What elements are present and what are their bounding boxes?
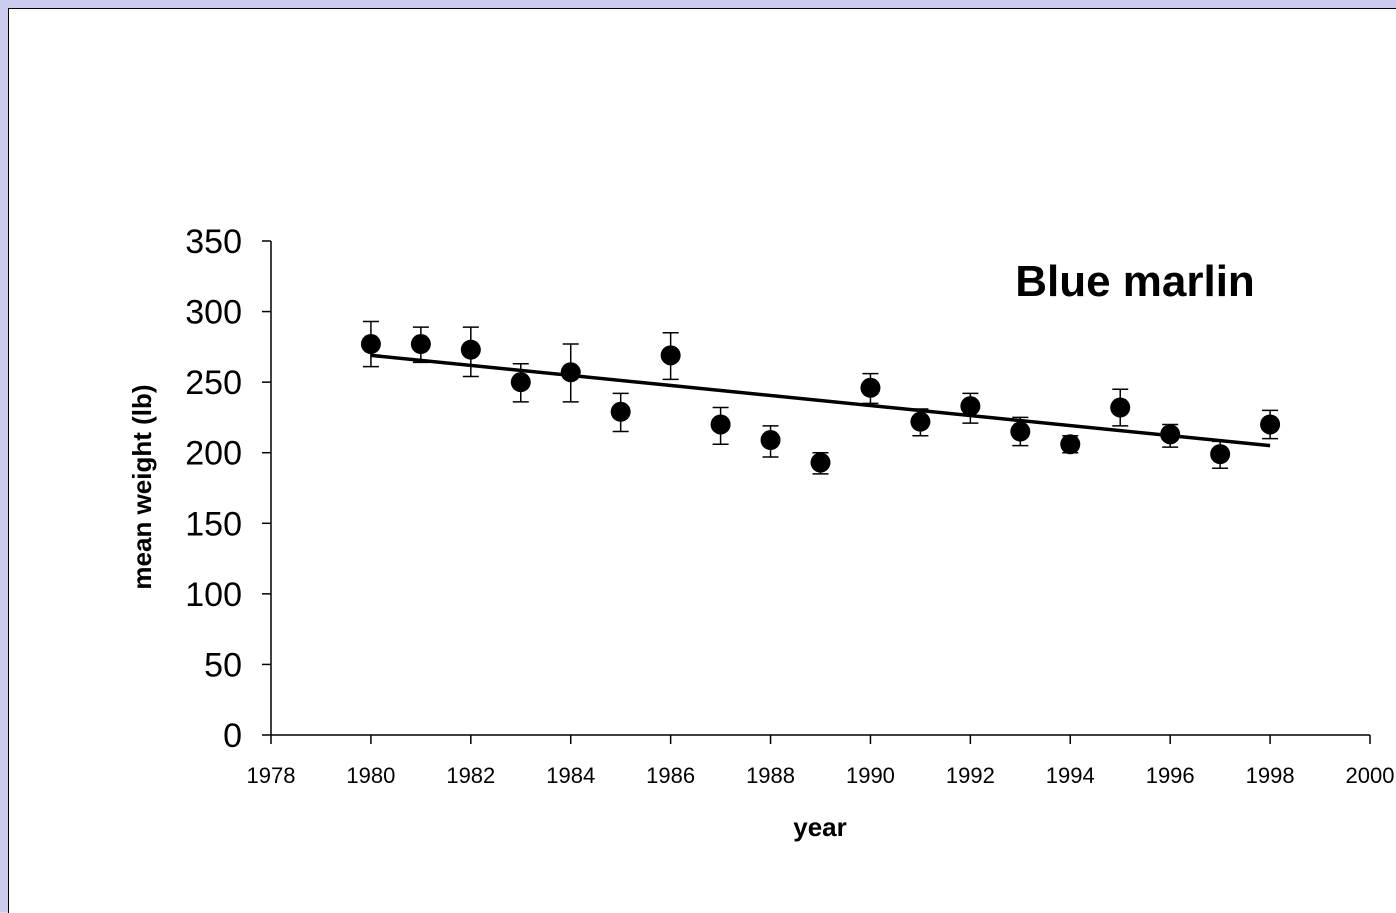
data-point: [810, 451, 831, 475]
data-point: [910, 408, 931, 437]
y-tick-label: 150: [185, 505, 242, 543]
x-tick-label: 1982: [446, 763, 495, 788]
data-point: [460, 326, 481, 378]
data-points: [360, 320, 1281, 475]
point-marker: [1060, 434, 1081, 455]
data-point: [660, 331, 681, 381]
x-tick-label: 1990: [846, 763, 895, 788]
data-point: [1110, 388, 1131, 427]
x-ticks: 1978 1980 1982 1984 1986 1988 1990 1992 1994 1996…: [247, 735, 1395, 788]
point-marker: [960, 396, 981, 417]
trendline: [370, 353, 1271, 448]
point-marker: [710, 414, 731, 435]
x-tick-label: 1986: [646, 763, 695, 788]
data-point: [1060, 434, 1081, 455]
x-tick-label: 1998: [1246, 763, 1295, 788]
data-point: [1210, 440, 1231, 469]
chart-panel: [8, 8, 1396, 913]
x-axis-label: year: [793, 812, 847, 842]
y-tick-label: 350: [185, 223, 242, 261]
point-marker: [1160, 424, 1181, 445]
y-axis-label: mean weight (lb): [127, 384, 157, 589]
x-tick-label: 1988: [746, 763, 795, 788]
data-point: [560, 343, 581, 403]
point-marker: [760, 430, 781, 451]
point-marker: [1010, 421, 1031, 442]
point-marker: [610, 401, 631, 422]
point-marker: [560, 362, 581, 383]
point-marker: [1260, 414, 1281, 435]
y-tick-label: 300: [185, 294, 242, 332]
trendline-group: [370, 353, 1271, 448]
y-tick-label: 200: [185, 435, 242, 473]
point-marker: [1210, 444, 1231, 465]
x-tick-label: 1978: [247, 763, 296, 788]
y-ticks: 0 50 100 150 200 250 300 350: [185, 223, 271, 755]
point-marker: [460, 339, 481, 360]
data-point: [860, 372, 881, 405]
data-point: [960, 392, 981, 424]
data-point: [710, 406, 731, 445]
x-tick-label: 2000: [1346, 763, 1395, 788]
chart-title: Blue marlin: [1015, 257, 1255, 306]
y-tick-label: 50: [204, 646, 242, 684]
y-tick-label: 100: [185, 576, 242, 614]
point-marker: [410, 334, 431, 355]
data-point: [1160, 423, 1181, 448]
point-marker: [660, 345, 681, 366]
data-point: [510, 363, 531, 403]
y-tick-label: 250: [185, 364, 242, 402]
x-tick-label: 1994: [1046, 763, 1095, 788]
x-tick-label: 1980: [346, 763, 395, 788]
data-point: [760, 425, 781, 458]
x-tick-label: 1984: [546, 763, 595, 788]
data-point: [360, 320, 381, 368]
x-tick-label: 1992: [946, 763, 995, 788]
data-point: [1260, 409, 1281, 440]
y-tick-label: 0: [223, 717, 242, 755]
data-point: [610, 392, 631, 433]
point-marker: [1110, 397, 1131, 418]
data-point: [1010, 416, 1031, 447]
point-marker: [510, 372, 531, 393]
point-marker: [810, 452, 831, 473]
x-tick-label: 1996: [1146, 763, 1195, 788]
point-marker: [860, 377, 881, 398]
data-point: [410, 326, 431, 364]
point-marker: [910, 411, 931, 432]
axes: [270, 241, 1370, 736]
point-marker: [360, 334, 381, 355]
